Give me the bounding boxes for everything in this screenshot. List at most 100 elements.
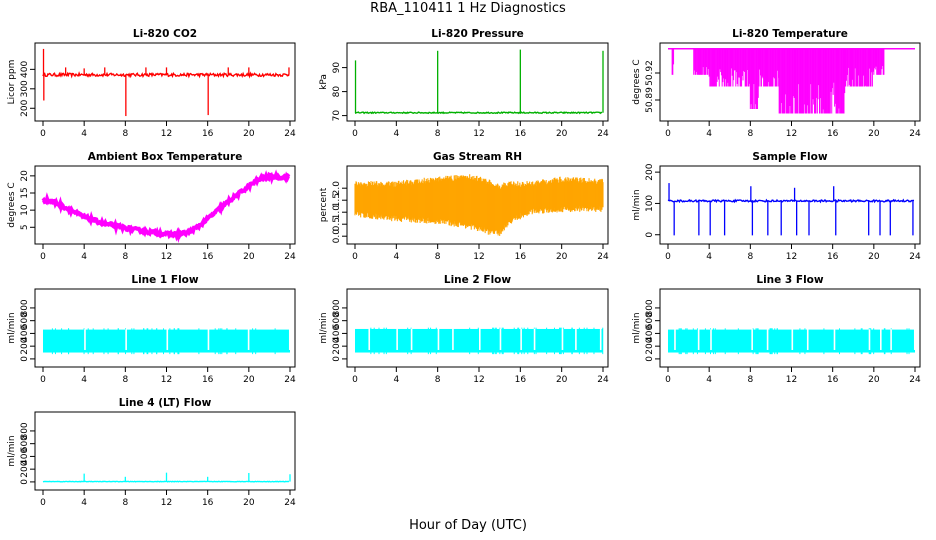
x-tick-label: 16 [515, 252, 527, 262]
x-tick-label: 24 [597, 129, 609, 139]
y-tick-label: 15 [20, 187, 30, 198]
x-tick-label: 20 [556, 375, 568, 385]
x-tick-label: 24 [284, 252, 296, 262]
x-tick-label: 24 [909, 375, 921, 385]
data-gap [368, 328, 371, 350]
x-tick-label: 20 [868, 252, 880, 262]
x-tick-label: 0 [352, 129, 358, 139]
y-tick-label: 10 [20, 204, 30, 216]
y-tick-label: 300 [20, 80, 30, 97]
y-tick-label: 0 [645, 232, 655, 238]
data-gap [766, 329, 769, 350]
plot-frame [346, 42, 609, 122]
x-tick-label: 24 [909, 129, 921, 139]
y-tick-label: 600 [332, 312, 342, 329]
panel-line4: Line 4 (LT) Flow 0 4 8 12 16 20 24 0 200400600800… [7, 397, 296, 508]
y-axis-label: degrees C [632, 59, 642, 104]
plot-frame [34, 288, 296, 368]
data-gap [396, 328, 398, 350]
x-tick-label: 4 [706, 375, 712, 385]
x-tick-label: 8 [122, 252, 128, 262]
data-gap [410, 328, 413, 350]
y-tick-label: 70 [332, 110, 342, 122]
x-tick-label: 12 [161, 498, 172, 508]
panel-title: Line 3 Flow [756, 274, 823, 286]
x-tick-label: 0 [40, 252, 46, 262]
y-axis-label: ml/min [632, 312, 642, 343]
plot-frame [659, 42, 921, 122]
y-tick-label: 80 [332, 86, 342, 98]
x-tick-label: 12 [786, 375, 797, 385]
series-rh [354, 174, 604, 236]
plot-frame [34, 42, 296, 122]
data-gap [791, 329, 794, 350]
x-tick-label: 12 [473, 129, 484, 139]
y-tick-label: 200 [20, 337, 30, 354]
series-line [41, 169, 291, 244]
series-line1 [43, 328, 291, 355]
x-tick-label: 16 [202, 498, 214, 508]
data-gap [868, 329, 871, 350]
x-tick-label: 20 [556, 252, 568, 262]
x-tick-label: 8 [435, 129, 441, 139]
y-tick-label: 0 [332, 356, 342, 362]
y-tick-label: 400 [20, 325, 30, 342]
x-tick-label: 4 [81, 252, 87, 262]
x-tick-label: 20 [556, 129, 568, 139]
x-tick-label: 8 [747, 129, 753, 139]
data-gap [207, 329, 210, 350]
data-gap [751, 329, 753, 350]
y-axis-label: ml/min [632, 189, 642, 220]
x-tick-label: 12 [473, 252, 484, 262]
panel-title: Li-820 Pressure [431, 28, 524, 40]
data-gap [520, 328, 522, 350]
x-tick-label: 16 [827, 129, 839, 139]
x-tick-label: 20 [243, 498, 255, 508]
x-tick-label: 20 [243, 129, 255, 139]
data-gap [575, 328, 577, 350]
data-gap [533, 328, 536, 350]
series-pressure [354, 49, 604, 115]
series-line [42, 71, 290, 79]
y-tick-label: 2.0 [332, 181, 342, 196]
y-axis-label: percent [319, 187, 329, 222]
y-tick-label: 200 [20, 99, 30, 116]
data-gap [125, 329, 127, 350]
y-tick-label: 0 [20, 479, 30, 485]
panel-title: Ambient Box Temperature [88, 151, 243, 163]
x-tick-label: 8 [747, 252, 753, 262]
y-tick-label: 5 [20, 224, 30, 230]
x-tick-label: 0 [665, 129, 671, 139]
series-ambient [41, 169, 291, 244]
y-axis-label: ml/min [7, 312, 17, 343]
x-tick-label: 8 [122, 375, 128, 385]
panel-rh: Gas Stream RH 0 4 8 12 16 20 24 0.00.51.01.52.0p… [319, 151, 609, 262]
y-tick-label: 600 [20, 435, 30, 452]
x-tick-label: 16 [515, 129, 527, 139]
x-tick-label: 12 [161, 252, 172, 262]
y-tick-label: 400 [20, 448, 30, 465]
data-gap [166, 329, 169, 350]
x-tick-label: 20 [868, 129, 880, 139]
y-tick-label: 400 [332, 325, 342, 342]
data-gap [437, 328, 440, 350]
data-gap [452, 328, 454, 350]
y-tick-label: 50.89 [645, 87, 655, 113]
x-tick-label: 16 [202, 252, 214, 262]
y-tick-label: 90 [332, 62, 342, 74]
data-gap [561, 328, 564, 350]
x-tick-label: 4 [706, 129, 712, 139]
panel-title: Line 1 Flow [131, 274, 198, 286]
y-axis-label: degrees C [7, 182, 17, 227]
x-tick-label: 20 [243, 375, 255, 385]
series-line [354, 111, 603, 115]
series-line4 [42, 472, 291, 483]
y-tick-label: 200 [20, 460, 30, 477]
y-axis-label: ml/min [7, 435, 17, 466]
x-tick-label: 0 [40, 129, 46, 139]
x-tick-label: 16 [515, 375, 527, 385]
x-tick-label: 12 [161, 375, 172, 385]
series-line3 [668, 328, 916, 355]
